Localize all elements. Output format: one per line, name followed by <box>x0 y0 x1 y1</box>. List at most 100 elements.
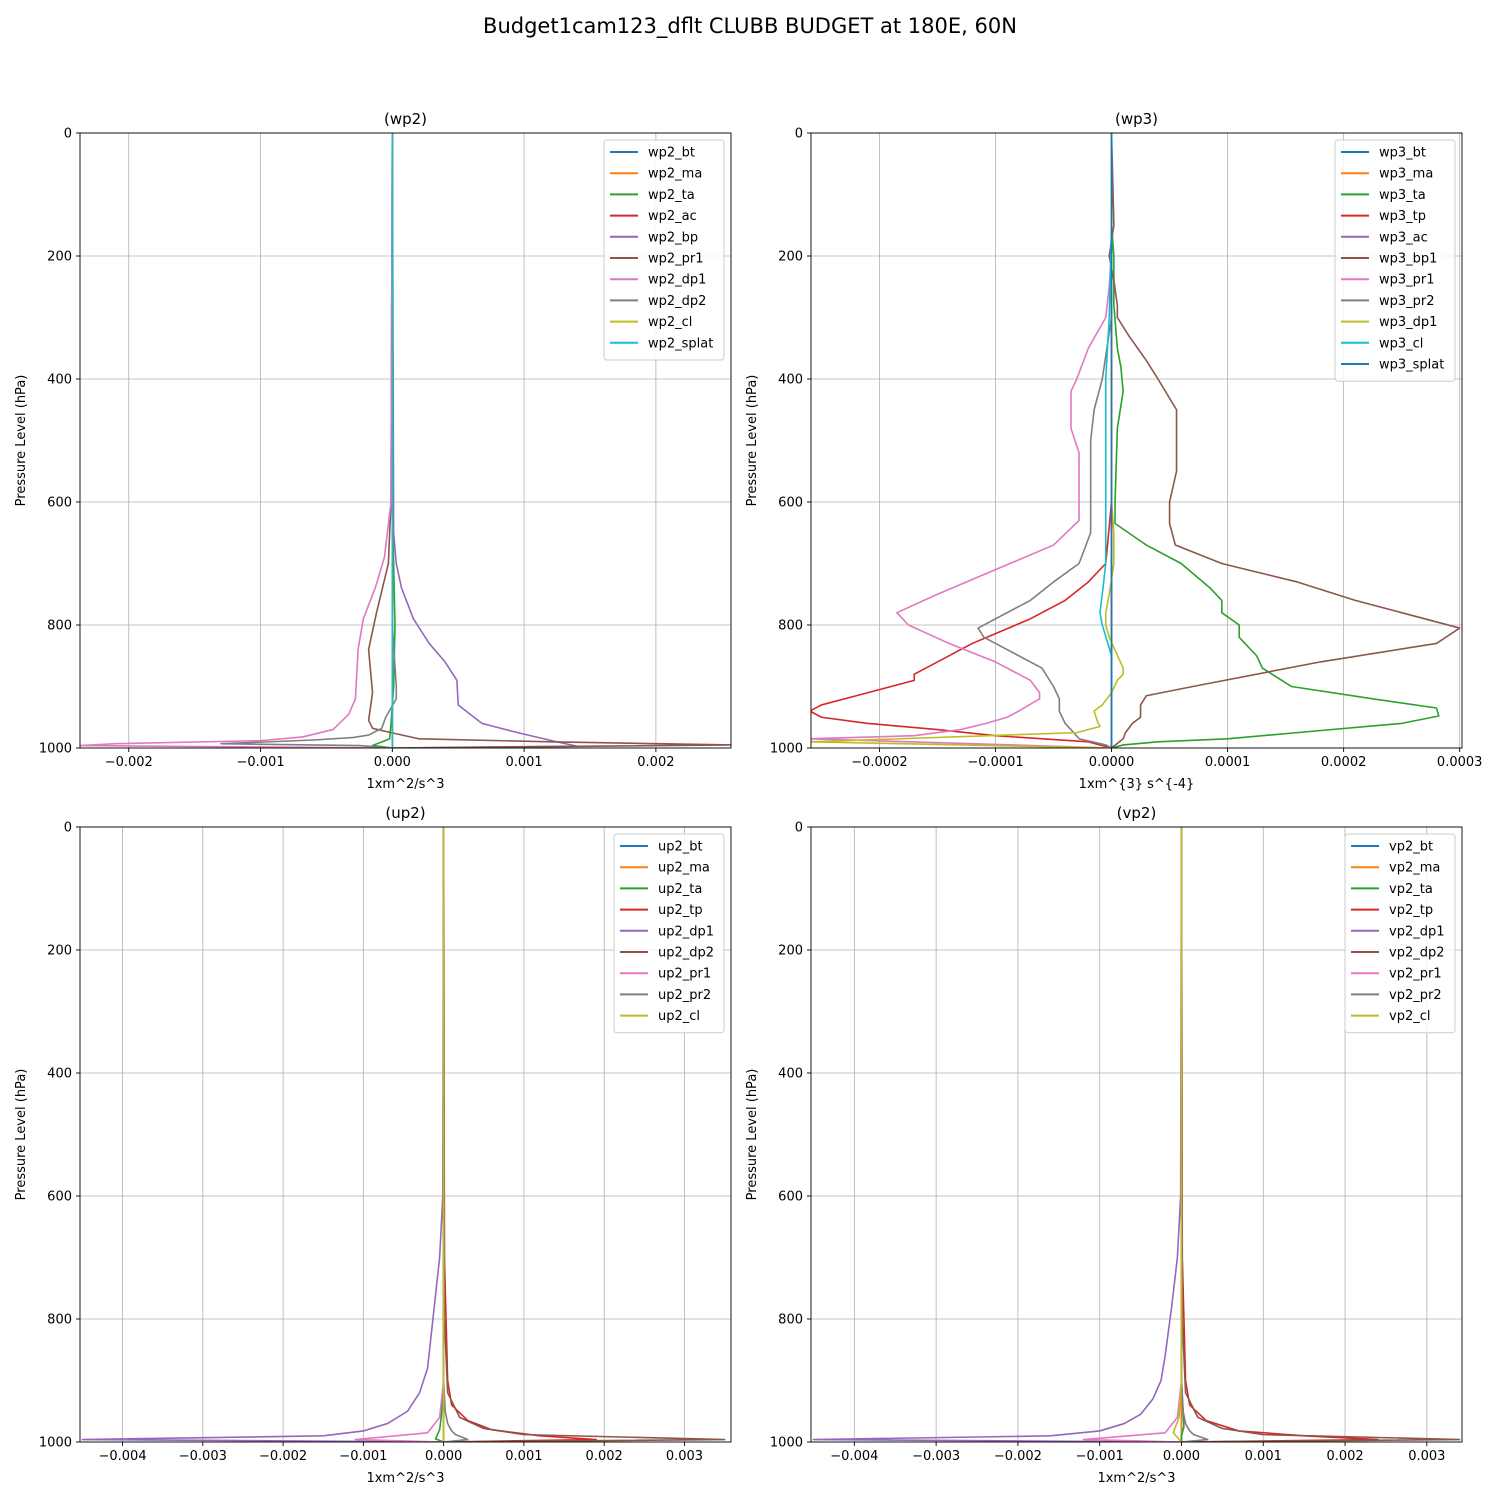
y-tick-label: 0 <box>795 127 803 142</box>
x-tick-label: 0.000 <box>374 755 411 770</box>
axes-frame <box>79 826 732 1443</box>
legend-entry: wp2_bt <box>648 146 695 161</box>
subplot-title: (up2) <box>385 804 425 822</box>
legend: vp2_bt vp2_ma vp2_ta vp2_tp vp2_dp1 vp2_dp2vp… <box>1344 833 1456 1034</box>
x-tick-label: 0.002 <box>1326 1449 1363 1464</box>
y-tick-label: 200 <box>778 250 803 265</box>
subplot-up2: −0.004 −0.003 −0.002 −0.001 0.000 0.001 0.002 0… <box>14 804 732 1486</box>
x-tick-label: 0.0000 <box>1089 755 1135 770</box>
y-tick-label: 0 <box>795 821 803 836</box>
x-tick-label: −0.004 <box>830 1449 878 1464</box>
x-tick-label: −0.003 <box>912 1449 960 1464</box>
subplot-title: (wp3) <box>1115 110 1158 128</box>
legend-entry: wp3_dp1 <box>1379 315 1437 330</box>
legend-entry: wp3_ac <box>1379 230 1428 245</box>
axes-frame <box>79 132 732 749</box>
series-line-vp2_dp2 <box>1180 827 1461 1442</box>
x-tick-label: 0.002 <box>637 755 674 770</box>
axes-frame <box>810 132 1463 749</box>
series-line-vp2_cl <box>1172 827 1183 1442</box>
legend-entry: wp3_pr2 <box>1379 294 1435 309</box>
subplot-vp2: −0.004 −0.003 −0.002 −0.001 0.000 0.001 0.002 0… <box>745 804 1463 1486</box>
subplot-title: (vp2) <box>1117 804 1157 822</box>
series-line-wp2_dp2 <box>220 133 398 748</box>
y-tick-label: 1000 <box>39 1436 72 1451</box>
x-tick-label: 0.0002 <box>1321 755 1367 770</box>
legend-entry: up2_tp <box>658 903 703 918</box>
y-tick-label: 200 <box>47 944 72 959</box>
series-line-wp2_bp <box>391 133 578 748</box>
legend-entry: up2_dp1 <box>658 924 714 939</box>
y-axis-label: Pressure Level (hPa) <box>745 375 760 507</box>
legend-entry: up2_ma <box>658 861 710 876</box>
x-tick-label: 0.000 <box>1163 1449 1200 1464</box>
y-tick-label: 400 <box>778 1067 803 1082</box>
legend-entry: wp2_ma <box>648 167 702 182</box>
legend: wp3_bt wp3_ma wp3_ta wp3_tp wp3_ac wp3_bp1 wp3… <box>1334 139 1456 382</box>
series-line-up2_dp2 <box>442 827 726 1442</box>
y-tick-label: 400 <box>47 1067 72 1082</box>
legend-entry: vp2_bt <box>1389 840 1433 855</box>
x-tick-label: −0.0001 <box>967 755 1023 770</box>
x-tick-label: −0.003 <box>179 1449 227 1464</box>
x-tick-label: 0.0001 <box>1205 755 1251 770</box>
series-group <box>81 827 726 1442</box>
y-axis-label: Pressure Level (hPa) <box>745 1069 760 1201</box>
x-axis-label: 1xm^2/s^3 <box>1097 1471 1175 1486</box>
series-line-wp2_dp1 <box>80 133 394 748</box>
y-tick-label: 800 <box>47 1313 72 1328</box>
legend-entry: vp2_ma <box>1389 861 1440 876</box>
x-tick-label: 0.001 <box>1245 1449 1282 1464</box>
series-line-up2_dp1 <box>81 827 445 1442</box>
legend-entry: wp2_ac <box>648 209 697 224</box>
legend-entry: wp3_splat <box>1379 358 1444 373</box>
legend-entry: wp3_pr1 <box>1379 273 1435 288</box>
x-tick-label: 0.002 <box>586 1449 623 1464</box>
legend-entry: wp2_dp2 <box>648 294 706 309</box>
series-line-wp3_ta <box>1110 133 1440 748</box>
legend-entry: wp3_tp <box>1379 209 1426 224</box>
x-tick-label: −0.001 <box>236 755 284 770</box>
x-tick-label: 0.0003 <box>1437 755 1483 770</box>
y-axis-label: Pressure Level (hPa) <box>14 1069 29 1201</box>
y-tick-label: 600 <box>47 1190 72 1205</box>
y-tick-label: 1000 <box>39 742 72 757</box>
x-tick-label: −0.001 <box>1076 1449 1124 1464</box>
series-group <box>811 133 1461 748</box>
series-line-vp2_tp <box>1180 827 1379 1442</box>
x-tick-label: 0.003 <box>1408 1449 1445 1464</box>
x-tick-label: 0.001 <box>505 1449 542 1464</box>
y-tick-label: 0 <box>64 821 72 836</box>
x-tick-label: −0.001 <box>339 1449 387 1464</box>
series-line-wp2_pr1 <box>367 133 731 748</box>
series-line-wp3_tp <box>811 133 1113 748</box>
x-tick-label: −0.002 <box>105 755 153 770</box>
x-tick-label: −0.002 <box>259 1449 307 1464</box>
x-axis-label: 1xm^2/s^3 <box>366 1471 444 1486</box>
y-tick-label: 0 <box>64 127 72 142</box>
legend-entry: up2_ta <box>658 882 702 897</box>
legend-frame <box>613 833 725 1034</box>
subplot-title: (wp2) <box>384 110 427 128</box>
series-line-up2_tp <box>442 827 597 1442</box>
legend-frame <box>1344 833 1456 1034</box>
figure-suptitle: Budget1cam123_dflt CLUBB BUDGET at 180E,… <box>483 14 1017 38</box>
series-group <box>812 827 1461 1442</box>
legend-entry: vp2_dp1 <box>1389 924 1445 939</box>
legend-entry: wp2_dp1 <box>648 273 706 288</box>
y-tick-label: 800 <box>47 619 72 634</box>
series-line-wp3_pr1 <box>811 133 1113 748</box>
y-tick-label: 1000 <box>770 742 803 757</box>
x-axis-label: 1xm^2/s^3 <box>366 777 444 792</box>
legend-entry: wp3_ma <box>1379 167 1433 182</box>
legend-entry: vp2_pr1 <box>1389 967 1442 982</box>
legend-entry: up2_bt <box>658 840 703 855</box>
y-tick-label: 1000 <box>770 1436 803 1451</box>
legend-entry: wp2_ta <box>648 188 695 203</box>
legend-entry: wp3_bt <box>1379 146 1426 161</box>
legend-entry: up2_cl <box>658 1009 700 1024</box>
y-tick-label: 800 <box>778 1313 803 1328</box>
legend-entry: vp2_dp2 <box>1389 946 1445 961</box>
x-tick-label: −0.002 <box>994 1449 1042 1464</box>
